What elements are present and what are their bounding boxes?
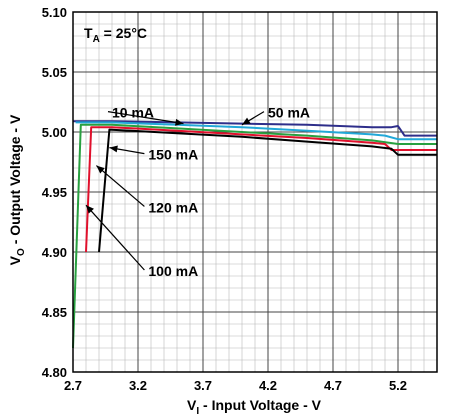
- annotation-arrow-120-ma: [96, 165, 145, 207]
- plot-frame: [72, 11, 438, 373]
- y-axis-title-sub: O: [16, 248, 27, 256]
- y-axis-title: VO - Output Voltage - V: [7, 114, 27, 265]
- temperature-label-sub: A: [93, 34, 100, 45]
- series-line-10-ma: [73, 120, 437, 137]
- annotation-120-ma: 120 mA: [148, 199, 198, 215]
- annotation-150-ma: 150 mA: [148, 147, 198, 163]
- x-tick-label: 4.2: [259, 378, 277, 393]
- y-tick-label: 4.90: [42, 245, 67, 260]
- y-axis-title-main: V: [7, 255, 23, 265]
- x-axis-title-main: V: [187, 397, 197, 413]
- annotation-arrowhead-100-ma: [86, 205, 94, 214]
- annotation-arrow-10-ma: [107, 111, 184, 125]
- temperature-label-main: T: [84, 25, 93, 41]
- annotation-arrowhead-50-ma: [242, 117, 251, 125]
- x-tick-label: 3.2: [129, 378, 147, 393]
- annotation-100-ma: 100 mA: [148, 263, 198, 279]
- y-tick-label: 5.05: [42, 65, 67, 80]
- y-axis-title-rest: - Output Voltage - V: [7, 114, 23, 248]
- temperature-label-rest: = 25°C: [100, 25, 147, 41]
- series-line-120-ma: [72, 123, 437, 349]
- annotation-50-ma: 50 mA: [268, 105, 310, 121]
- series-line-50-ma: [75, 121, 437, 141]
- x-tick-labels: 2.7 3.2 3.7 4.2 4.7 5.2: [64, 378, 407, 393]
- annotation-layer: 10 mA 50 mA 150 mA 120 mA 100 mA: [85, 105, 310, 279]
- y-tick-label: 5.10: [42, 5, 67, 20]
- annotation-arrowhead-10-ma: [175, 118, 184, 126]
- y-tick-label: 4.95: [42, 185, 67, 200]
- x-tick-label: 5.2: [389, 378, 407, 393]
- y-tick-label: 5.00: [42, 125, 67, 140]
- x-axis-title-rest: - Input Voltage - V: [199, 397, 322, 413]
- y-tick-label: 4.85: [42, 305, 67, 320]
- x-axis-title: VI - Input Voltage - V: [187, 397, 322, 417]
- x-tick-label: 4.7: [324, 378, 342, 393]
- series-line-100-ma: [85, 126, 437, 253]
- y-tick-label: 4.80: [42, 365, 67, 380]
- series-layer: [72, 120, 437, 349]
- series-line-150-ma: [98, 128, 437, 253]
- x-tick-label: 3.7: [194, 378, 212, 393]
- temperature-label: TA = 25°C: [84, 25, 147, 45]
- x-axis-title-sub: I: [196, 406, 199, 417]
- annotation-arrow-100-ma: [85, 204, 145, 271]
- annotation-arrowhead-150-ma: [109, 145, 118, 153]
- annotation-arrowhead-120-ma: [96, 165, 105, 174]
- x-tick-label: 2.7: [64, 378, 82, 393]
- y-tick-labels: 4.80 4.85 4.90 4.95 5.00 5.05 5.10: [42, 5, 67, 380]
- annotation-10-ma: 10 mA: [112, 105, 154, 121]
